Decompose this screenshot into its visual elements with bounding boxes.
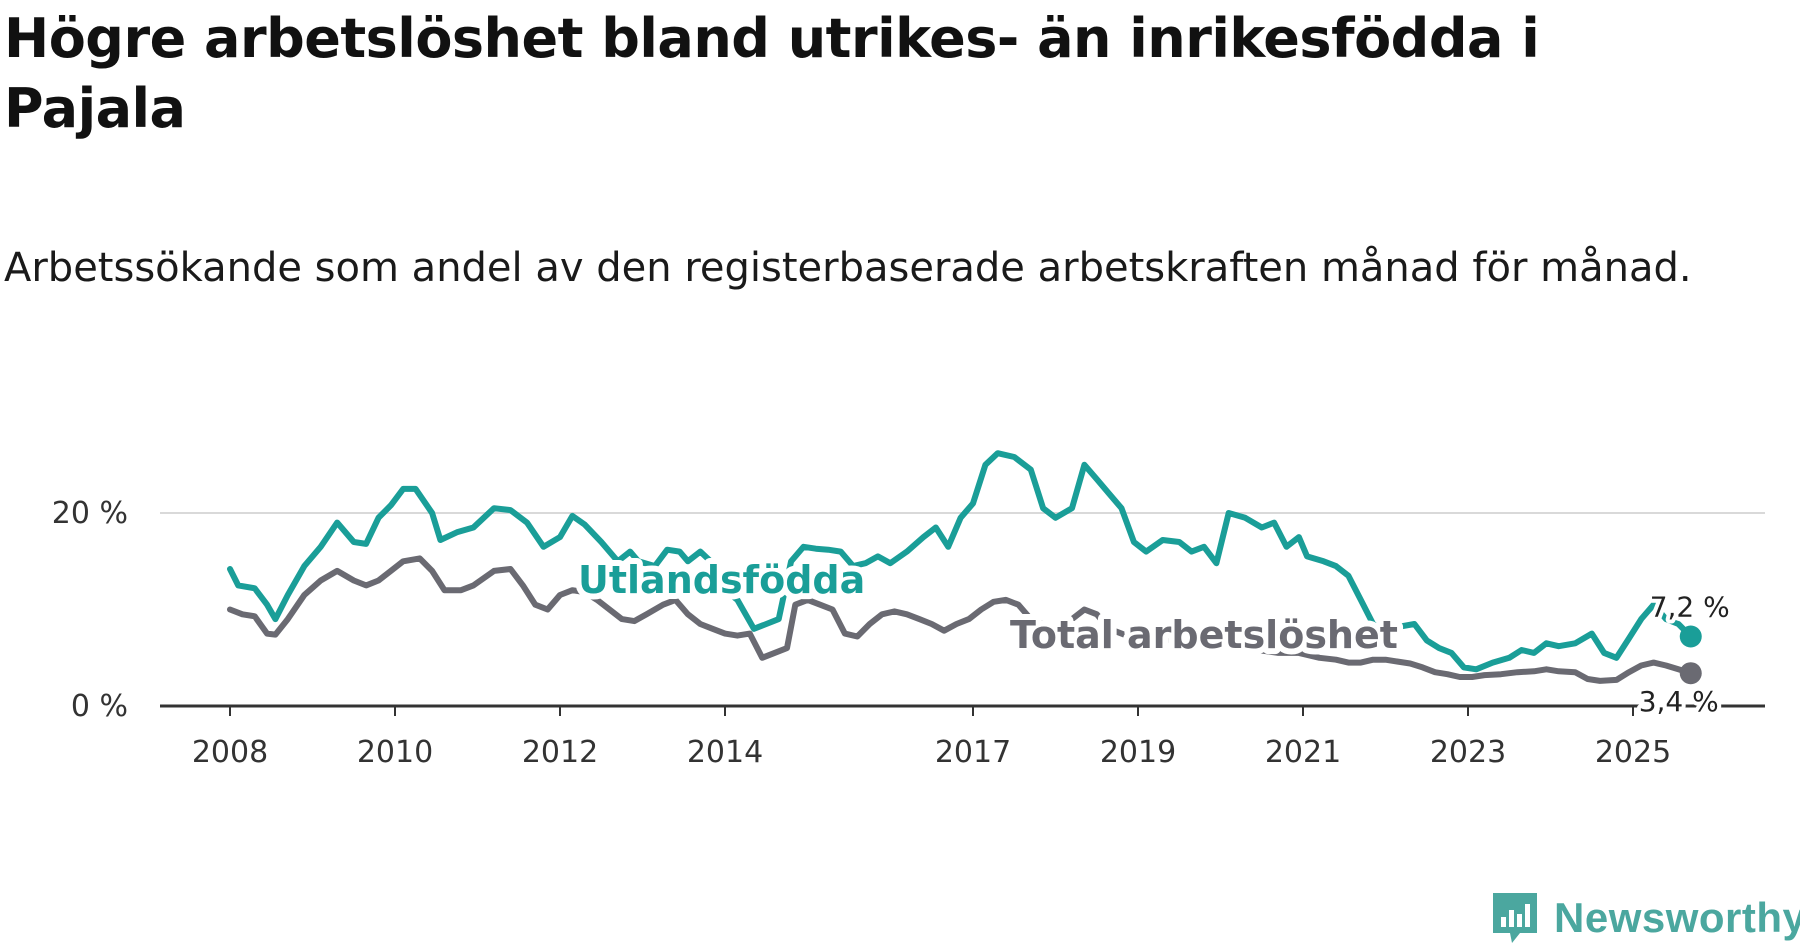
y-tick-label: 0 % <box>71 689 128 724</box>
series-label-utlandsfodda: Utlandsfödda <box>578 558 865 602</box>
brand-name: Newsworthy <box>1554 894 1800 941</box>
x-tick-label: 2019 <box>1100 735 1176 770</box>
x-tick-label: 2023 <box>1430 735 1506 770</box>
x-tick-label: 2017 <box>935 735 1011 770</box>
brand: Newsworthy <box>1490 888 1800 948</box>
series-line-utlandsfodda <box>227 450 1694 673</box>
end-value-label-utlandsfodda: 7,2 % <box>1650 591 1730 624</box>
x-tick-label: 2012 <box>522 735 598 770</box>
series-layer <box>227 450 1702 685</box>
x-tick-label: 2008 <box>192 735 268 770</box>
axis-layer: 0 % 20 % 2008 2010 2012 2014 2017 2019 2021 2023 2… <box>52 496 1765 770</box>
x-tick-label: 2010 <box>357 735 433 770</box>
series-end-dot-total <box>1679 662 1702 685</box>
series-end-dot-utlandsfodda <box>1679 625 1702 648</box>
chart-subtitle: Arbetssökande som andel av den registerb… <box>4 245 1692 291</box>
series-line-total <box>227 555 1694 684</box>
series-label-total: Total arbetslöshet <box>1010 613 1398 657</box>
y-tick-label: 20 % <box>52 496 128 531</box>
x-tick-label: 2025 <box>1595 735 1671 770</box>
end-value-label-total: 3,4 % <box>1639 685 1719 718</box>
label-layer: Utlandsfödda Total arbetslöshet 7,2 % 3,4 % <box>572 552 1734 722</box>
chart-title: Högre arbetslöshet bland utrikes- än inr… <box>4 7 1540 140</box>
x-tick-label: 2014 <box>687 735 763 770</box>
newsworthy-logo-icon <box>1493 893 1537 943</box>
x-tick-label: 2021 <box>1265 735 1341 770</box>
